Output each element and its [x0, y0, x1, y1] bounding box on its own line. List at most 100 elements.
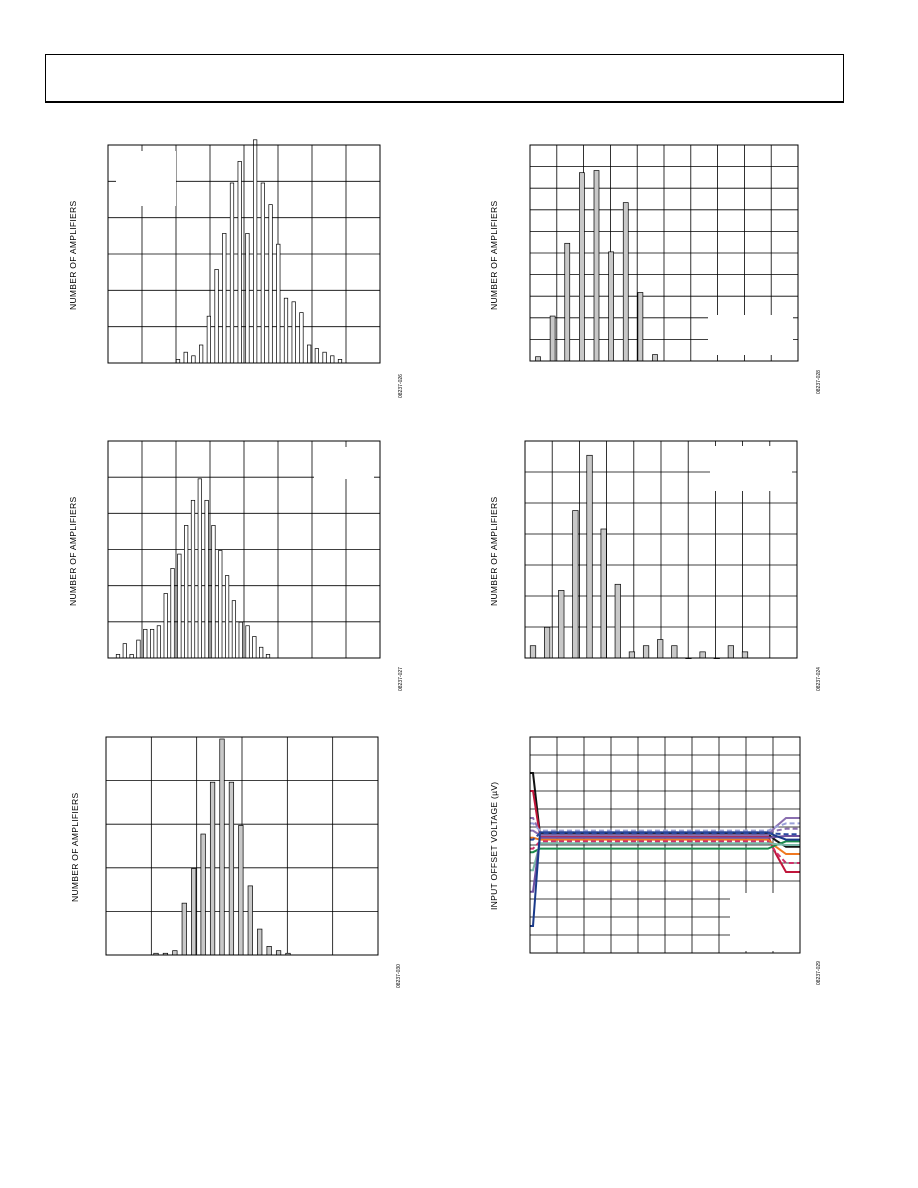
histogram-bar — [149, 628, 155, 659]
plot-frame — [524, 440, 798, 659]
histogram-bar — [245, 625, 250, 659]
figure-code-3: 08237-027 — [398, 667, 404, 691]
histogram-bar — [177, 553, 182, 659]
y-axis-label-5: NUMBER OF AMPLIFIERS — [70, 792, 80, 902]
histogram-bar — [579, 172, 585, 362]
histogram-bar — [307, 344, 312, 364]
offset-voltage-trace — [530, 840, 800, 864]
histogram-chart-4 — [524, 440, 798, 659]
histogram-bar — [586, 454, 593, 659]
y-axis-label-6: INPUT OFFSET VOLTAGE (µV) — [489, 781, 499, 910]
histogram-bar — [637, 292, 644, 362]
histogram-bar — [558, 590, 565, 659]
histogram-bar — [136, 639, 141, 659]
histogram-bar — [593, 170, 600, 362]
histogram-bar — [219, 738, 225, 956]
histogram-bar — [322, 351, 327, 364]
figure-code-6: 08237-029 — [816, 961, 822, 985]
histogram-bar — [184, 525, 189, 659]
histogram-bar — [231, 600, 237, 659]
histogram-bar — [204, 499, 209, 659]
histogram-bar — [529, 645, 537, 659]
histogram-bar — [237, 161, 242, 364]
histogram-bar — [238, 621, 243, 659]
histogram-bar — [314, 348, 319, 364]
histogram-bar — [535, 356, 541, 362]
histogram-bar — [129, 654, 134, 659]
legend-box — [116, 151, 176, 206]
histogram-bar — [122, 643, 127, 659]
histogram-bar — [614, 583, 621, 659]
histogram-bar — [265, 654, 271, 659]
histogram-bar — [247, 885, 253, 956]
histogram-bar — [252, 636, 257, 659]
histogram-bar — [253, 139, 258, 364]
histogram-bar — [206, 315, 211, 364]
histogram-bar — [224, 575, 230, 659]
histogram-bar — [572, 510, 579, 659]
histogram-bar — [741, 651, 749, 659]
histogram-bar — [197, 478, 202, 659]
histogram-bar — [275, 950, 282, 956]
histogram-bar — [257, 928, 263, 956]
histogram-bar — [211, 525, 216, 659]
plot-frame — [105, 736, 379, 956]
histogram-bar — [657, 639, 664, 659]
histogram-bar — [143, 628, 148, 659]
histogram-bar — [175, 359, 181, 364]
plot-frame — [529, 144, 799, 362]
histogram-bar — [260, 182, 265, 364]
histogram-bar — [549, 315, 556, 362]
offset-voltage-trace — [530, 835, 800, 893]
histogram-chart-1 — [107, 139, 381, 364]
histogram-bar — [727, 645, 734, 659]
page-header-box — [45, 54, 844, 103]
histogram-bar — [699, 651, 706, 659]
y-axis-label-3: NUMBER OF AMPLIFIERS — [68, 496, 78, 606]
histogram-bar — [268, 204, 273, 364]
histogram-bar — [600, 528, 607, 659]
offset-voltage-trace — [530, 817, 800, 837]
histogram-bar — [544, 626, 551, 659]
legend-box — [708, 315, 793, 355]
histogram-bar — [622, 202, 629, 362]
figure-code-4: 08237-024 — [816, 667, 822, 691]
histogram-bar — [238, 825, 244, 956]
histogram-bar — [218, 550, 223, 659]
histogram-bar — [259, 646, 264, 659]
histogram-bar — [276, 243, 281, 364]
histogram-bar — [229, 182, 235, 364]
histogram-bar — [156, 625, 162, 659]
figure-code-5: 08237-030 — [396, 964, 402, 988]
histogram-bar — [291, 301, 296, 364]
histogram-bar — [191, 355, 196, 364]
histogram-bar — [330, 355, 335, 364]
histogram-chart-5 — [105, 736, 379, 956]
y-axis-label-1: NUMBER OF AMPLIFIERS — [68, 200, 78, 310]
histogram-bar — [652, 354, 658, 362]
histogram-bar — [642, 645, 650, 659]
histogram-bar — [266, 946, 272, 956]
histogram-bar — [190, 499, 196, 659]
histogram-chart-3 — [107, 440, 381, 659]
histogram-bar — [170, 568, 175, 659]
offset-voltage-trace — [530, 832, 800, 841]
histogram-bar — [199, 344, 204, 364]
histogram-bar — [200, 833, 206, 956]
legend-box — [710, 446, 792, 491]
histogram-bar — [671, 645, 678, 659]
offset-voltage-trace — [530, 822, 800, 832]
histogram-bar — [564, 242, 571, 362]
offset-voltage-chart — [529, 736, 801, 954]
histogram-bar — [181, 902, 187, 956]
plot-frame — [107, 144, 381, 364]
histogram-bar — [337, 359, 343, 364]
histogram-bar — [172, 950, 178, 956]
histogram-bar — [283, 297, 289, 364]
legend-box — [314, 447, 374, 479]
histogram-bar — [222, 233, 227, 364]
histogram-bar — [608, 251, 614, 362]
plot-frame — [107, 440, 381, 659]
plot-frame — [529, 736, 801, 954]
y-axis-label-2: NUMBER OF AMPLIFIERS — [489, 200, 499, 310]
